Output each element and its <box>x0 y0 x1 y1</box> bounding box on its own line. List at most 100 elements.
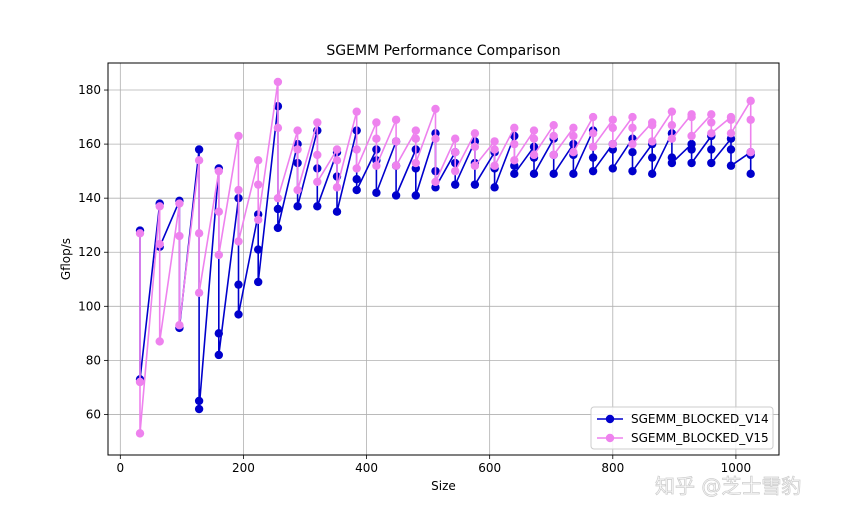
series-1-point <box>687 158 696 168</box>
series-1-point <box>352 175 361 184</box>
series-2-point <box>391 161 401 170</box>
y-tick-label: 120 <box>78 245 101 259</box>
series-2-point <box>234 131 243 141</box>
series-2-point <box>450 166 460 176</box>
x-axis-label: Size <box>431 479 456 493</box>
series-2-point <box>628 139 637 149</box>
series-2-point <box>411 134 420 143</box>
legend-box <box>590 406 774 450</box>
series-2-point <box>273 193 283 203</box>
series-2-point <box>529 126 539 135</box>
series-2-point <box>588 112 598 122</box>
series-1-point <box>470 180 480 189</box>
series-1-point <box>273 204 283 214</box>
series-2-point <box>431 134 440 143</box>
series-2-point <box>470 142 480 152</box>
y-axis-label: Gflop/s <box>59 238 73 280</box>
series-2-point <box>667 134 677 143</box>
series-1-point <box>569 169 578 179</box>
series-1-point <box>707 158 716 168</box>
series-2-point <box>313 177 322 187</box>
series-2-point <box>391 137 401 146</box>
x-tick-label: 1000 <box>721 461 752 475</box>
series-2-point <box>273 77 283 87</box>
series-1-point <box>628 166 637 176</box>
series-2-point <box>352 145 361 154</box>
series-1-point <box>588 153 598 162</box>
series-2-point <box>726 115 736 124</box>
legend-label-1: SGEMM_BLOCKED_V14 <box>631 412 769 426</box>
ticks: 0 200 400 600 800 1000 60 80 100 120 140 160 180 <box>78 83 751 475</box>
series-1-point <box>726 145 736 154</box>
series-2-point <box>588 129 598 138</box>
x-tick-label: 400 <box>355 461 378 475</box>
watermark-text: 知乎 @芝士雪豹 <box>655 474 801 498</box>
series-1-point <box>194 404 204 414</box>
legend-label-2: SGEMM_BLOCKED_V15 <box>631 431 769 445</box>
series-2-point <box>490 145 499 154</box>
series-1-point <box>254 245 263 254</box>
series-1-point <box>647 169 657 179</box>
series-2-point <box>332 156 342 165</box>
series-2-point <box>608 123 617 133</box>
series-2-point <box>647 120 657 130</box>
series-2-point <box>549 131 558 141</box>
series-2-point <box>214 166 224 176</box>
series-2-point <box>194 229 204 238</box>
series-2-point <box>234 185 243 195</box>
series-2-point <box>391 115 401 124</box>
series-1-point <box>647 153 657 162</box>
series-1-point <box>194 145 204 154</box>
series-2-point <box>293 185 302 195</box>
axes-frame <box>107 62 780 456</box>
series-1-point <box>411 191 420 200</box>
y-tick-label: 80 <box>86 353 101 367</box>
series-1-point <box>707 145 716 154</box>
series-1-point <box>687 145 696 154</box>
series-2-point <box>135 429 145 438</box>
series-2-point <box>155 202 164 211</box>
series-2-point <box>667 120 677 130</box>
series-1-point <box>372 188 381 197</box>
series-2-point <box>155 239 164 249</box>
series-2-point <box>510 156 519 165</box>
series-2-point <box>431 104 440 114</box>
series-2-point <box>726 129 736 138</box>
series-2-point <box>628 112 637 122</box>
y-tick-label: 160 <box>78 137 101 151</box>
series-2-point <box>214 250 224 260</box>
chart-title: SGEMM Performance Comparison <box>326 43 560 59</box>
series-1-point <box>608 164 617 173</box>
y-tick-label: 60 <box>86 407 101 421</box>
legend-marker-2 <box>605 433 615 443</box>
y-tick-label: 140 <box>78 191 101 205</box>
series-2-point <box>194 156 204 165</box>
series-2-point <box>510 139 519 149</box>
series-2-point <box>707 129 716 138</box>
series-2-point <box>549 150 558 160</box>
legend: SGEMM_BLOCKED_V14 SGEMM_BLOCKED_V15 <box>590 406 774 450</box>
series-1-point <box>293 202 302 211</box>
series-2-point <box>608 139 617 149</box>
series-1-point <box>667 158 677 168</box>
series-2-point <box>175 231 184 241</box>
series-2-point <box>372 118 381 127</box>
series-1-point <box>214 350 224 360</box>
series-2-point <box>135 377 145 387</box>
series-2-point <box>549 120 558 130</box>
series-2-point <box>254 215 263 224</box>
series-2-point <box>175 321 184 330</box>
series-1-point <box>332 207 342 216</box>
series-1-point <box>391 191 401 200</box>
series-2-point <box>746 115 755 124</box>
series-2-point <box>647 137 657 146</box>
series-2-point <box>628 123 637 133</box>
series-2-point <box>588 142 598 152</box>
series-2-point <box>569 148 578 157</box>
series-2-point <box>135 229 145 238</box>
series-2-point <box>293 126 302 135</box>
series-2-point <box>313 118 322 127</box>
series-1-point <box>510 169 519 179</box>
series-2-point <box>490 161 499 170</box>
